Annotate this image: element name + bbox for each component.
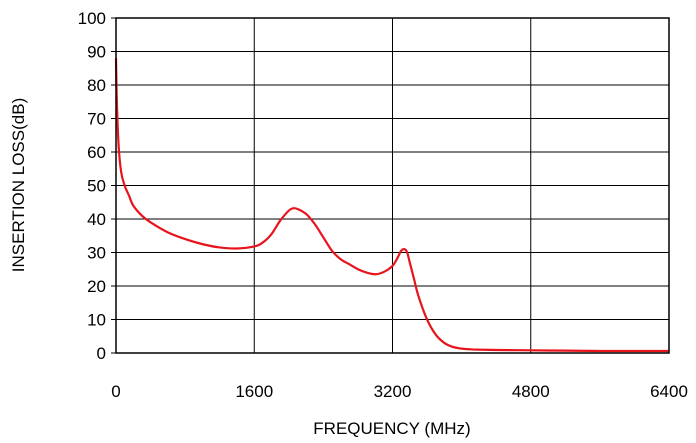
plot-frame	[115, 17, 670, 354]
y-tick-label: 40	[87, 210, 106, 229]
y-tick-label: 0	[97, 344, 106, 363]
y-tick-label: 80	[87, 76, 106, 95]
y-tick-label: 20	[87, 277, 106, 296]
x-tick-label: 0	[111, 382, 120, 401]
y-tick-label: 90	[87, 43, 106, 62]
y-tick-label: 10	[87, 311, 106, 330]
grid	[111, 17, 669, 354]
y-tick-label: 60	[87, 143, 106, 162]
x-tick-label: 3200	[374, 382, 412, 401]
y-tick-labels: 0 10 20 30 40 50 60 70 80 90 100	[78, 9, 106, 363]
y-axis-title: INSERTION LOSS(dB)	[9, 98, 28, 272]
y-tick-label: 50	[87, 177, 106, 196]
x-tick-labels: 0 1600 3200 4800 6400	[111, 382, 688, 401]
x-tick-label: 6400	[650, 382, 688, 401]
x-tick-label: 4800	[512, 382, 550, 401]
x-tick-label: 1600	[235, 382, 273, 401]
y-tick-label: 30	[87, 244, 106, 263]
y-tick-label: 100	[78, 9, 106, 28]
x-axis-title: FREQUENCY (MHz)	[313, 419, 470, 438]
y-tick-label: 70	[87, 110, 106, 129]
insertion-loss-line	[114, 58, 669, 353]
series-layer	[114, 58, 669, 353]
